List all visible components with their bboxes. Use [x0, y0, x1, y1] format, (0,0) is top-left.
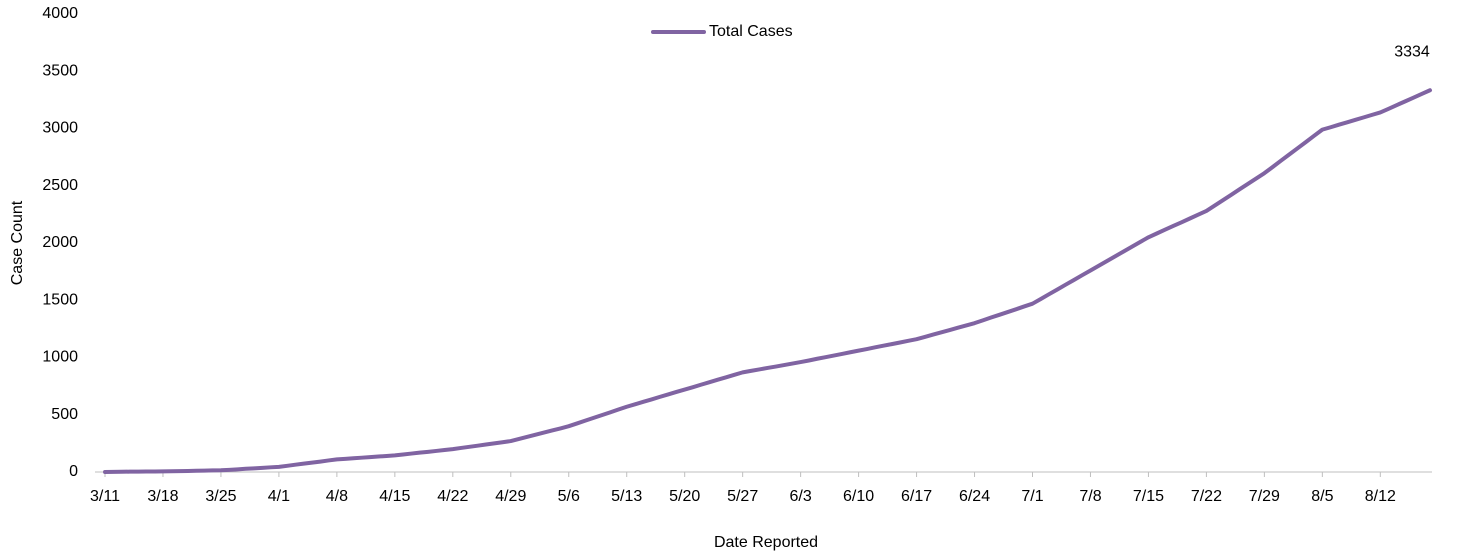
x-tick-label: 8/12 [1365, 488, 1396, 505]
x-tick-label: 5/13 [611, 488, 642, 505]
x-tick-label: 7/15 [1133, 488, 1164, 505]
y-tick-label: 2500 [42, 177, 78, 194]
y-tick-label: 3500 [42, 62, 78, 79]
x-tick-label: 4/8 [326, 488, 348, 505]
x-tick-label: 5/27 [727, 488, 758, 505]
x-tick-label: 4/22 [437, 488, 468, 505]
x-tick-label: 6/17 [901, 488, 932, 505]
y-tick-label: 1500 [42, 291, 78, 308]
x-tick-label: 3/18 [147, 488, 178, 505]
y-tick-label: 3000 [42, 120, 78, 137]
y-axis-title: Case Count [9, 200, 26, 285]
x-tick-label: 8/5 [1311, 488, 1333, 505]
x-axis-title: Date Reported [714, 534, 818, 551]
x-tick-label: 7/1 [1021, 488, 1043, 505]
x-tick-label: 4/1 [268, 488, 290, 505]
x-tick-label: 7/22 [1191, 488, 1222, 505]
x-tick-label: 6/24 [959, 488, 990, 505]
x-tick-label: 4/29 [495, 488, 526, 505]
y-tick-label: 4000 [42, 5, 78, 22]
x-tick-label: 5/20 [669, 488, 700, 505]
x-tick-label: 6/10 [843, 488, 874, 505]
x-tick-label: 5/6 [558, 488, 580, 505]
x-tick-label: 7/8 [1079, 488, 1101, 505]
x-tick-label: 7/29 [1249, 488, 1280, 505]
y-tick-label: 500 [51, 406, 78, 423]
x-tick-label: 4/15 [379, 488, 410, 505]
x-tick-label: 3/25 [205, 488, 236, 505]
x-tick-label: 3/11 [90, 488, 120, 505]
y-tick-label: 1000 [42, 349, 78, 366]
line [103, 88, 1432, 474]
data-label: 3334 [1394, 43, 1430, 60]
y-tick-label: 2000 [42, 234, 78, 251]
legend-label: Total Cases [709, 23, 793, 40]
y-tick-label: 0 [69, 463, 78, 480]
x-tick-label: 6/3 [790, 488, 812, 505]
